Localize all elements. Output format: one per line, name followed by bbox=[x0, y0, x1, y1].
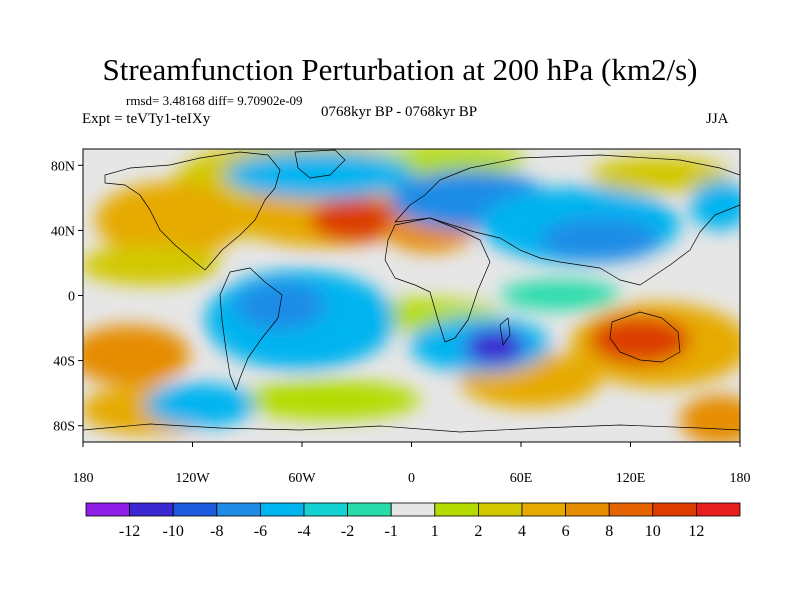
colorbar-label: -2 bbox=[341, 523, 354, 540]
coastlines bbox=[83, 149, 740, 433]
field-pos-tropac bbox=[83, 245, 220, 285]
field-neg-nwatl bbox=[225, 151, 415, 199]
colorbar-label: 8 bbox=[605, 523, 613, 540]
field-blobs bbox=[83, 149, 740, 442]
rmsd-stats: rmsd= 3.48168 diff= 9.70902e-09 bbox=[126, 93, 303, 108]
field-pos-socean-atl bbox=[240, 380, 420, 420]
period-label: 0768kyr BP - 0768kyr BP bbox=[321, 104, 478, 120]
colorbar-swatch bbox=[652, 502, 697, 517]
colorbar-label: 2 bbox=[474, 523, 482, 540]
coast-eurasia bbox=[394, 154, 740, 286]
y-tick-label: 40S bbox=[53, 355, 75, 370]
x-tick-label: 120E bbox=[616, 471, 646, 486]
colorbar-swatch bbox=[565, 502, 610, 517]
coast-madagascar bbox=[499, 317, 511, 346]
experiment-label: Expt = teVTy1-teIXy bbox=[82, 111, 211, 127]
colorbar-swatch bbox=[85, 502, 130, 517]
x-tick-label: 60W bbox=[288, 471, 316, 486]
colorbar-label: 10 bbox=[645, 523, 661, 540]
field-pos-siberia bbox=[590, 157, 730, 193]
coast-greenland bbox=[294, 149, 346, 179]
colorbar-label: -6 bbox=[254, 523, 267, 540]
field-pos-natl-core bbox=[310, 198, 400, 242]
x-tick-label: 120W bbox=[175, 471, 210, 486]
field-neg-spac bbox=[145, 383, 255, 427]
field-pos-nepac bbox=[95, 182, 245, 258]
field-pos-arctic bbox=[375, 149, 525, 176]
chart-title: Streamfunction Perturbation at 200 hPa (… bbox=[102, 52, 698, 87]
y-tick-label: 40N bbox=[51, 224, 75, 239]
coast-south-america bbox=[219, 267, 283, 391]
colorbar-label: -1 bbox=[385, 523, 398, 540]
y-tick-label: 80S bbox=[53, 420, 75, 435]
coast-antarctica bbox=[83, 423, 740, 433]
field-neg-indian-core bbox=[465, 329, 525, 365]
colorbar-swatch bbox=[129, 502, 174, 517]
field-neg-npac bbox=[690, 180, 740, 230]
coast-north-america bbox=[104, 151, 281, 271]
field-layer bbox=[83, 149, 740, 442]
colorbar-swatch bbox=[347, 502, 392, 517]
colorbar-swatch bbox=[390, 502, 436, 517]
field-neg-equ-indian bbox=[500, 280, 620, 310]
colorbar-swatch bbox=[303, 502, 348, 517]
coast-africa bbox=[384, 217, 491, 343]
colorbar-swatch bbox=[608, 502, 654, 517]
field-pos-aus-core bbox=[590, 316, 690, 364]
colorbar-label: 12 bbox=[688, 523, 704, 540]
colorbar-label: 4 bbox=[518, 523, 526, 540]
colorbar-swatch bbox=[172, 502, 218, 517]
colorbar-swatch bbox=[259, 502, 305, 517]
colorbar-label: 1 bbox=[431, 523, 439, 540]
colorbar-label: 6 bbox=[562, 523, 570, 540]
field-neg-asia-core bbox=[540, 218, 660, 262]
colorbar-swatch bbox=[477, 502, 523, 517]
colorbar-swatch bbox=[434, 502, 479, 517]
axes-ticks: 180 120W 60W 0 60E 120E 180 80N 40N 0 40S 80S bbox=[51, 159, 751, 486]
x-tick-label: 0 bbox=[408, 471, 415, 486]
colorbar-swatch bbox=[216, 502, 261, 517]
colorbar-label: -4 bbox=[297, 523, 310, 540]
map-panel bbox=[82, 148, 741, 443]
coast-australia bbox=[609, 311, 681, 363]
colorbar-label: -8 bbox=[210, 523, 223, 540]
colorbar: -12 -10 -8 -6 -4 -2 -1 1 2 4 6 8 10 12 bbox=[85, 502, 741, 540]
x-tick-label: 60E bbox=[510, 471, 533, 486]
y-tick-label: 0 bbox=[68, 290, 75, 305]
colorbar-swatch bbox=[696, 502, 741, 517]
colorbar-label: -12 bbox=[119, 523, 140, 540]
season-label: JJA bbox=[706, 111, 729, 127]
x-tick-label: 180 bbox=[73, 471, 94, 486]
y-tick-label: 80N bbox=[51, 159, 75, 174]
field-pos-east-edge bbox=[680, 395, 740, 442]
colorbar-label: -10 bbox=[163, 523, 184, 540]
field-pos-spac bbox=[83, 325, 190, 385]
colorbar-swatch bbox=[521, 502, 566, 517]
x-tick-label: 180 bbox=[730, 471, 751, 486]
